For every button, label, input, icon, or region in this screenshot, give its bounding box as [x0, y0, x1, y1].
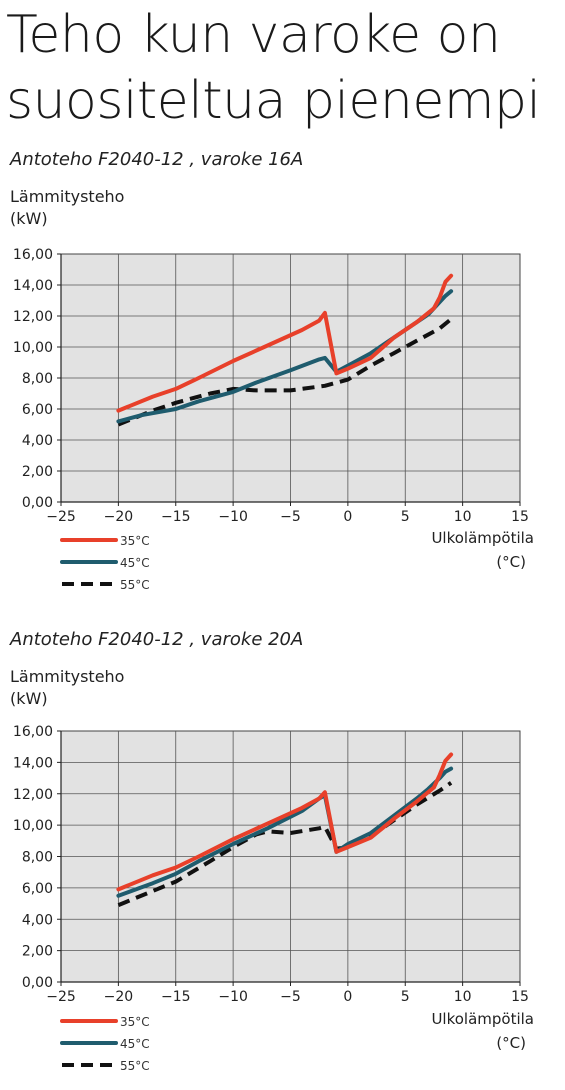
chart-title: Antoteho F2040-12 , varoke 20A	[10, 629, 304, 650]
y-tick-label: 0,00	[22, 495, 53, 511]
y-tick-label: 4,00	[22, 433, 53, 449]
legend-label: 45°C	[120, 556, 150, 570]
y-tick-label: 2,00	[22, 944, 53, 960]
y-axis-label-line2: (kW)	[10, 209, 48, 228]
x-tick-label: −15	[161, 989, 191, 1005]
x-tick-label: 0	[343, 989, 352, 1005]
x-tick-label: 15	[511, 509, 529, 525]
x-tick-label: 10	[454, 509, 472, 525]
y-tick-label: 8,00	[22, 371, 53, 387]
legend-label: 55°C	[120, 1059, 150, 1073]
x-tick-label: 5	[401, 989, 410, 1005]
y-tick-label: 6,00	[22, 881, 53, 897]
y-axis-label-line1: Lämmitysteho	[10, 667, 125, 686]
y-tick-label: 4,00	[22, 912, 53, 928]
y-tick-label: 16,00	[13, 247, 53, 263]
x-tick-label: 5	[401, 509, 410, 525]
y-tick-label: 0,00	[22, 975, 53, 991]
x-tick-label: −10	[218, 989, 248, 1005]
x-tick-label: −20	[104, 509, 134, 525]
x-tick-label: −5	[280, 509, 301, 525]
x-axis-label-line1: Ulkolämpötila	[431, 529, 534, 547]
x-tick-label: −25	[46, 509, 76, 525]
series-line-35c	[116, 273, 454, 413]
page-title-line2: suositeltua pienempi	[6, 71, 541, 131]
x-tick-label: −20	[104, 989, 134, 1005]
x-axis-label-line2: (°C)	[496, 553, 526, 571]
x-tick-label: 15	[511, 989, 529, 1005]
x-axis-label-line2: (°C)	[496, 1034, 526, 1052]
legend-label: 35°C	[120, 534, 150, 548]
y-axis-label-line1: Lämmitysteho	[10, 187, 125, 206]
x-tick-label: −25	[46, 989, 76, 1005]
y-tick-label: 14,00	[13, 755, 53, 771]
y-tick-label: 10,00	[13, 340, 53, 356]
series-line-55c	[117, 317, 453, 427]
x-tick-label: −5	[280, 989, 301, 1005]
y-axis-label-line2: (kW)	[10, 689, 48, 708]
series-line-35c	[116, 752, 454, 892]
x-tick-label: 10	[454, 989, 472, 1005]
page-title: Teho kun varoke on suositeltua pienempi	[6, 2, 541, 134]
chart-16a: Antoteho F2040-12 , varoke 16A Lämmityst…	[10, 149, 534, 592]
y-tick-label: 14,00	[13, 278, 53, 294]
chart-title: Antoteho F2040-12 , varoke 16A	[10, 149, 304, 170]
chart-svg: 0,00 2,00 4,00 6,00 8,00 10,00 12,00 14,00 16,00…	[13, 247, 534, 592]
legend-label: 45°C	[120, 1037, 150, 1051]
x-tick-label: −15	[161, 509, 191, 525]
y-tick-label: 6,00	[22, 402, 53, 418]
y-tick-label: 16,00	[13, 724, 53, 740]
x-tick-label: −10	[218, 509, 248, 525]
page-title-line1: Teho kun varoke on	[6, 5, 501, 65]
x-axis-label-line1: Ulkolämpötila	[431, 1010, 534, 1028]
y-axis-label: Lämmitysteho (kW)	[10, 186, 124, 230]
legend-label: 35°C	[120, 1015, 150, 1029]
y-tick-label: 8,00	[22, 850, 53, 866]
legend-label: 55°C	[120, 578, 150, 592]
y-axis-label: Lämmitysteho (kW)	[10, 666, 124, 710]
y-tick-label: 10,00	[13, 818, 53, 834]
y-tick-label: 2,00	[22, 464, 53, 480]
x-tick-label: 0	[343, 509, 352, 525]
y-tick-label: 12,00	[13, 787, 53, 803]
y-tick-label: 12,00	[13, 309, 53, 325]
